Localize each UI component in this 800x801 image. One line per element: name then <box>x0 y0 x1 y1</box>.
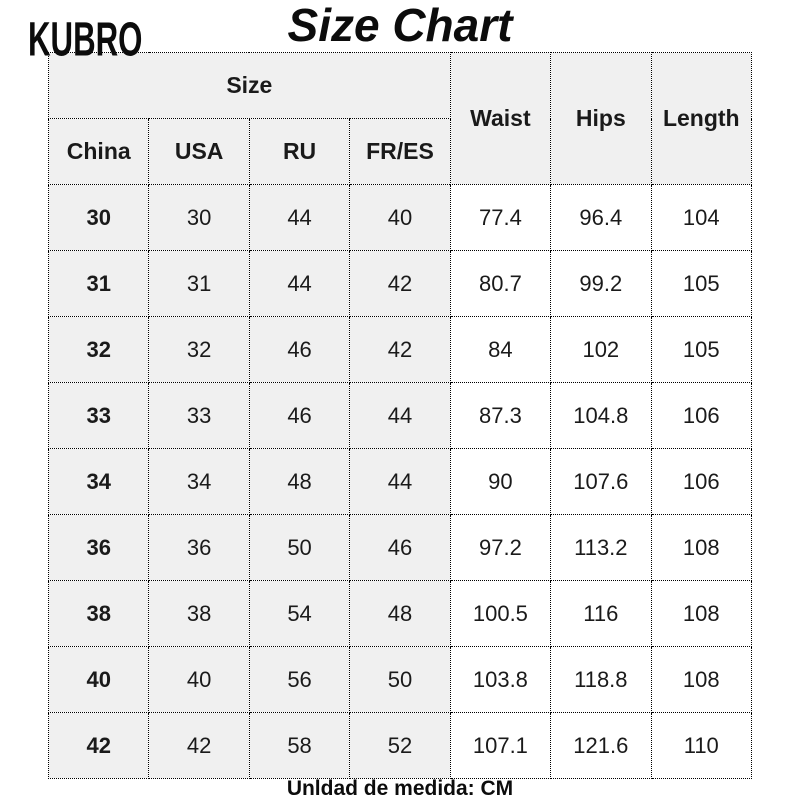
cell-china: 38 <box>47 580 150 647</box>
cell-ru: 54 <box>248 580 351 647</box>
cell-usa: 30 <box>148 184 250 251</box>
cell-length: 104 <box>650 184 753 251</box>
table-row: 38 38 54 48 100.5 116 108 <box>47 580 753 647</box>
column-header-china: China <box>47 118 150 185</box>
cell-length: 108 <box>650 580 753 647</box>
table-group-header-row: Size Waist Hips Length <box>48 52 753 185</box>
cell-ru: 48 <box>248 448 351 515</box>
cell-hips: 118.8 <box>550 646 652 713</box>
cell-china: 33 <box>47 382 150 449</box>
cell-hips: 107.6 <box>550 448 652 515</box>
cell-waist: 87.3 <box>449 382 552 449</box>
cell-length: 106 <box>650 382 753 449</box>
cell-length: 105 <box>650 250 753 317</box>
cell-china: 32 <box>47 316 150 383</box>
cell-china: 42 <box>47 712 150 779</box>
cell-china: 30 <box>47 184 150 251</box>
cell-fres: 52 <box>349 712 451 779</box>
cell-china: 36 <box>47 514 150 581</box>
cell-length: 105 <box>650 316 753 383</box>
cell-fres: 44 <box>349 382 451 449</box>
table-row: 30 30 44 40 77.4 96.4 104 <box>47 184 753 251</box>
cell-ru: 44 <box>248 184 351 251</box>
column-header-ru: RU <box>248 118 351 185</box>
cell-usa: 33 <box>148 382 250 449</box>
cell-fres: 48 <box>349 580 451 647</box>
column-header-length: Length <box>650 52 753 185</box>
column-header-hips: Hips <box>550 52 652 185</box>
cell-china: 34 <box>47 448 150 515</box>
cell-waist: 77.4 <box>449 184 552 251</box>
table-row: 32 32 46 42 84 102 105 <box>47 316 753 383</box>
cell-hips: 113.2 <box>550 514 652 581</box>
cell-hips: 116 <box>550 580 652 647</box>
cell-usa: 36 <box>148 514 250 581</box>
cell-ru: 56 <box>248 646 351 713</box>
cell-waist: 107.1 <box>449 712 552 779</box>
table-row: 42 42 58 52 107.1 121.6 110 <box>47 712 753 779</box>
cell-length: 110 <box>650 712 753 779</box>
cell-waist: 84 <box>449 316 552 383</box>
brand-logo: KUBRO <box>28 13 143 67</box>
column-header-usa: USA <box>148 118 250 185</box>
cell-usa: 34 <box>148 448 250 515</box>
cell-ru: 58 <box>248 712 351 779</box>
cell-usa: 38 <box>148 580 250 647</box>
table-row: 36 36 50 46 97.2 113.2 108 <box>47 514 753 581</box>
cell-usa: 31 <box>148 250 250 317</box>
table-row: 33 33 46 44 87.3 104.8 106 <box>47 382 753 449</box>
table-subheader-row: China USA RU FR/ES <box>47 118 752 185</box>
cell-hips: 99.2 <box>550 250 652 317</box>
cell-usa: 40 <box>148 646 250 713</box>
cell-china: 31 <box>47 250 150 317</box>
cell-hips: 104.8 <box>550 382 652 449</box>
table-row: 40 40 56 50 103.8 118.8 108 <box>47 646 753 713</box>
cell-waist: 100.5 <box>449 580 552 647</box>
page-title: Size Chart <box>287 0 513 51</box>
size-chart-table: Size Waist Hips Length China USA RU FR/E… <box>47 52 753 779</box>
cell-fres: 40 <box>349 184 451 251</box>
cell-waist: 97.2 <box>449 514 552 581</box>
cell-usa: 32 <box>148 316 250 383</box>
cell-hips: 121.6 <box>550 712 652 779</box>
cell-waist: 90 <box>449 448 552 515</box>
cell-length: 108 <box>650 514 753 581</box>
unit-note: Unldad de medida: CM <box>286 777 514 800</box>
size-group-header: Size <box>48 52 451 119</box>
cell-fres: 50 <box>349 646 451 713</box>
table-row: 34 34 48 44 90 107.6 106 <box>47 448 753 515</box>
column-header-waist: Waist <box>449 52 552 185</box>
column-header-fres: FR/ES <box>349 118 451 185</box>
cell-ru: 50 <box>248 514 351 581</box>
cell-ru: 46 <box>248 316 351 383</box>
cell-china: 40 <box>47 646 150 713</box>
cell-fres: 46 <box>349 514 451 581</box>
cell-ru: 44 <box>248 250 351 317</box>
cell-fres: 44 <box>349 448 451 515</box>
cell-waist: 103.8 <box>449 646 552 713</box>
cell-length: 108 <box>650 646 753 713</box>
cell-usa: 42 <box>148 712 250 779</box>
cell-fres: 42 <box>349 316 451 383</box>
cell-hips: 96.4 <box>550 184 652 251</box>
cell-length: 106 <box>650 448 753 515</box>
table-row: 31 31 44 42 80.7 99.2 105 <box>47 250 753 317</box>
cell-ru: 46 <box>248 382 351 449</box>
cell-waist: 80.7 <box>449 250 552 317</box>
cell-fres: 42 <box>349 250 451 317</box>
cell-hips: 102 <box>550 316 652 383</box>
